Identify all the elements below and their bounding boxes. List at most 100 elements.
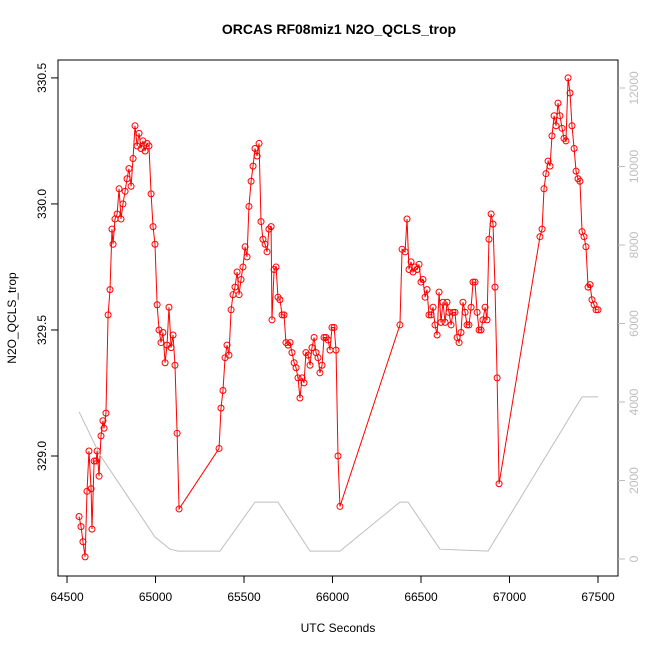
point bbox=[324, 336, 332, 344]
point bbox=[100, 424, 108, 432]
point bbox=[441, 318, 449, 326]
point bbox=[300, 379, 308, 387]
point bbox=[108, 225, 116, 233]
point bbox=[117, 215, 125, 223]
point bbox=[396, 321, 404, 329]
point bbox=[159, 328, 167, 336]
y-tick-label: 329.0 bbox=[35, 441, 49, 471]
point bbox=[129, 155, 137, 163]
point bbox=[104, 311, 112, 319]
point bbox=[485, 235, 493, 243]
point bbox=[243, 253, 251, 261]
point bbox=[175, 505, 183, 513]
point bbox=[556, 112, 564, 120]
point bbox=[548, 132, 556, 140]
point bbox=[165, 303, 173, 311]
point bbox=[97, 432, 105, 440]
point bbox=[87, 485, 95, 493]
point bbox=[330, 323, 338, 331]
point bbox=[318, 361, 326, 369]
point bbox=[92, 457, 100, 465]
point bbox=[93, 447, 101, 455]
point bbox=[77, 523, 85, 531]
point bbox=[263, 248, 271, 256]
point bbox=[415, 260, 423, 268]
point bbox=[435, 288, 443, 296]
point bbox=[427, 311, 435, 319]
y-tick-label: 330.0 bbox=[35, 189, 49, 219]
point bbox=[572, 167, 580, 175]
point bbox=[449, 308, 457, 316]
point bbox=[115, 185, 123, 193]
point bbox=[88, 525, 96, 533]
point bbox=[336, 502, 344, 510]
point bbox=[241, 243, 249, 251]
point bbox=[419, 276, 427, 284]
point bbox=[268, 316, 276, 324]
point bbox=[151, 240, 159, 248]
point bbox=[401, 248, 409, 256]
point bbox=[173, 429, 181, 437]
point bbox=[79, 538, 87, 546]
point bbox=[95, 472, 103, 480]
point bbox=[304, 351, 312, 359]
point bbox=[85, 447, 93, 455]
point bbox=[247, 177, 255, 185]
point bbox=[261, 240, 269, 248]
x-axis-label: UTC Seconds bbox=[301, 621, 376, 635]
point bbox=[439, 298, 447, 306]
chart-title: ORCAS RF08miz1 N2O_QCLS_trop bbox=[222, 21, 456, 37]
point bbox=[580, 233, 588, 241]
point bbox=[570, 144, 578, 152]
point bbox=[310, 334, 318, 342]
point bbox=[554, 99, 562, 107]
point bbox=[564, 74, 572, 82]
point bbox=[157, 339, 165, 347]
y2-tick-label: 8000 bbox=[627, 231, 641, 258]
point bbox=[145, 142, 153, 150]
point bbox=[423, 286, 431, 294]
y2-tick-label: 0 bbox=[627, 555, 641, 562]
point bbox=[455, 339, 463, 347]
y2-tick-label: 6000 bbox=[627, 310, 641, 337]
y2-tick-label: 10000 bbox=[627, 149, 641, 183]
point bbox=[421, 293, 429, 301]
point bbox=[538, 225, 546, 233]
point bbox=[475, 326, 483, 334]
y-tick-label: 330.5 bbox=[35, 63, 49, 93]
point bbox=[286, 339, 294, 347]
point bbox=[169, 331, 177, 339]
x-tick-label: 66000 bbox=[316, 590, 350, 604]
point bbox=[491, 283, 499, 291]
point bbox=[161, 359, 169, 367]
point bbox=[123, 175, 131, 183]
point bbox=[109, 240, 117, 248]
point bbox=[332, 346, 340, 354]
x-tick-label: 66500 bbox=[404, 590, 438, 604]
point bbox=[471, 278, 479, 286]
x-tick-label: 64500 bbox=[50, 590, 84, 604]
point bbox=[566, 89, 574, 97]
point bbox=[457, 328, 465, 336]
point bbox=[586, 281, 594, 289]
point bbox=[334, 452, 342, 460]
point bbox=[594, 306, 602, 314]
point bbox=[433, 331, 441, 339]
point bbox=[121, 187, 129, 195]
point bbox=[558, 124, 566, 132]
point bbox=[473, 308, 481, 316]
y2-tick-label: 2000 bbox=[627, 467, 641, 494]
point bbox=[477, 326, 485, 334]
point bbox=[278, 311, 286, 319]
point bbox=[542, 170, 550, 178]
point bbox=[272, 263, 280, 271]
series-line bbox=[78, 396, 598, 552]
point bbox=[280, 311, 288, 319]
point bbox=[461, 308, 469, 316]
point bbox=[294, 374, 302, 382]
y2-tick-label: 4000 bbox=[627, 388, 641, 415]
point bbox=[231, 283, 239, 291]
point bbox=[147, 190, 155, 198]
point bbox=[227, 306, 235, 314]
